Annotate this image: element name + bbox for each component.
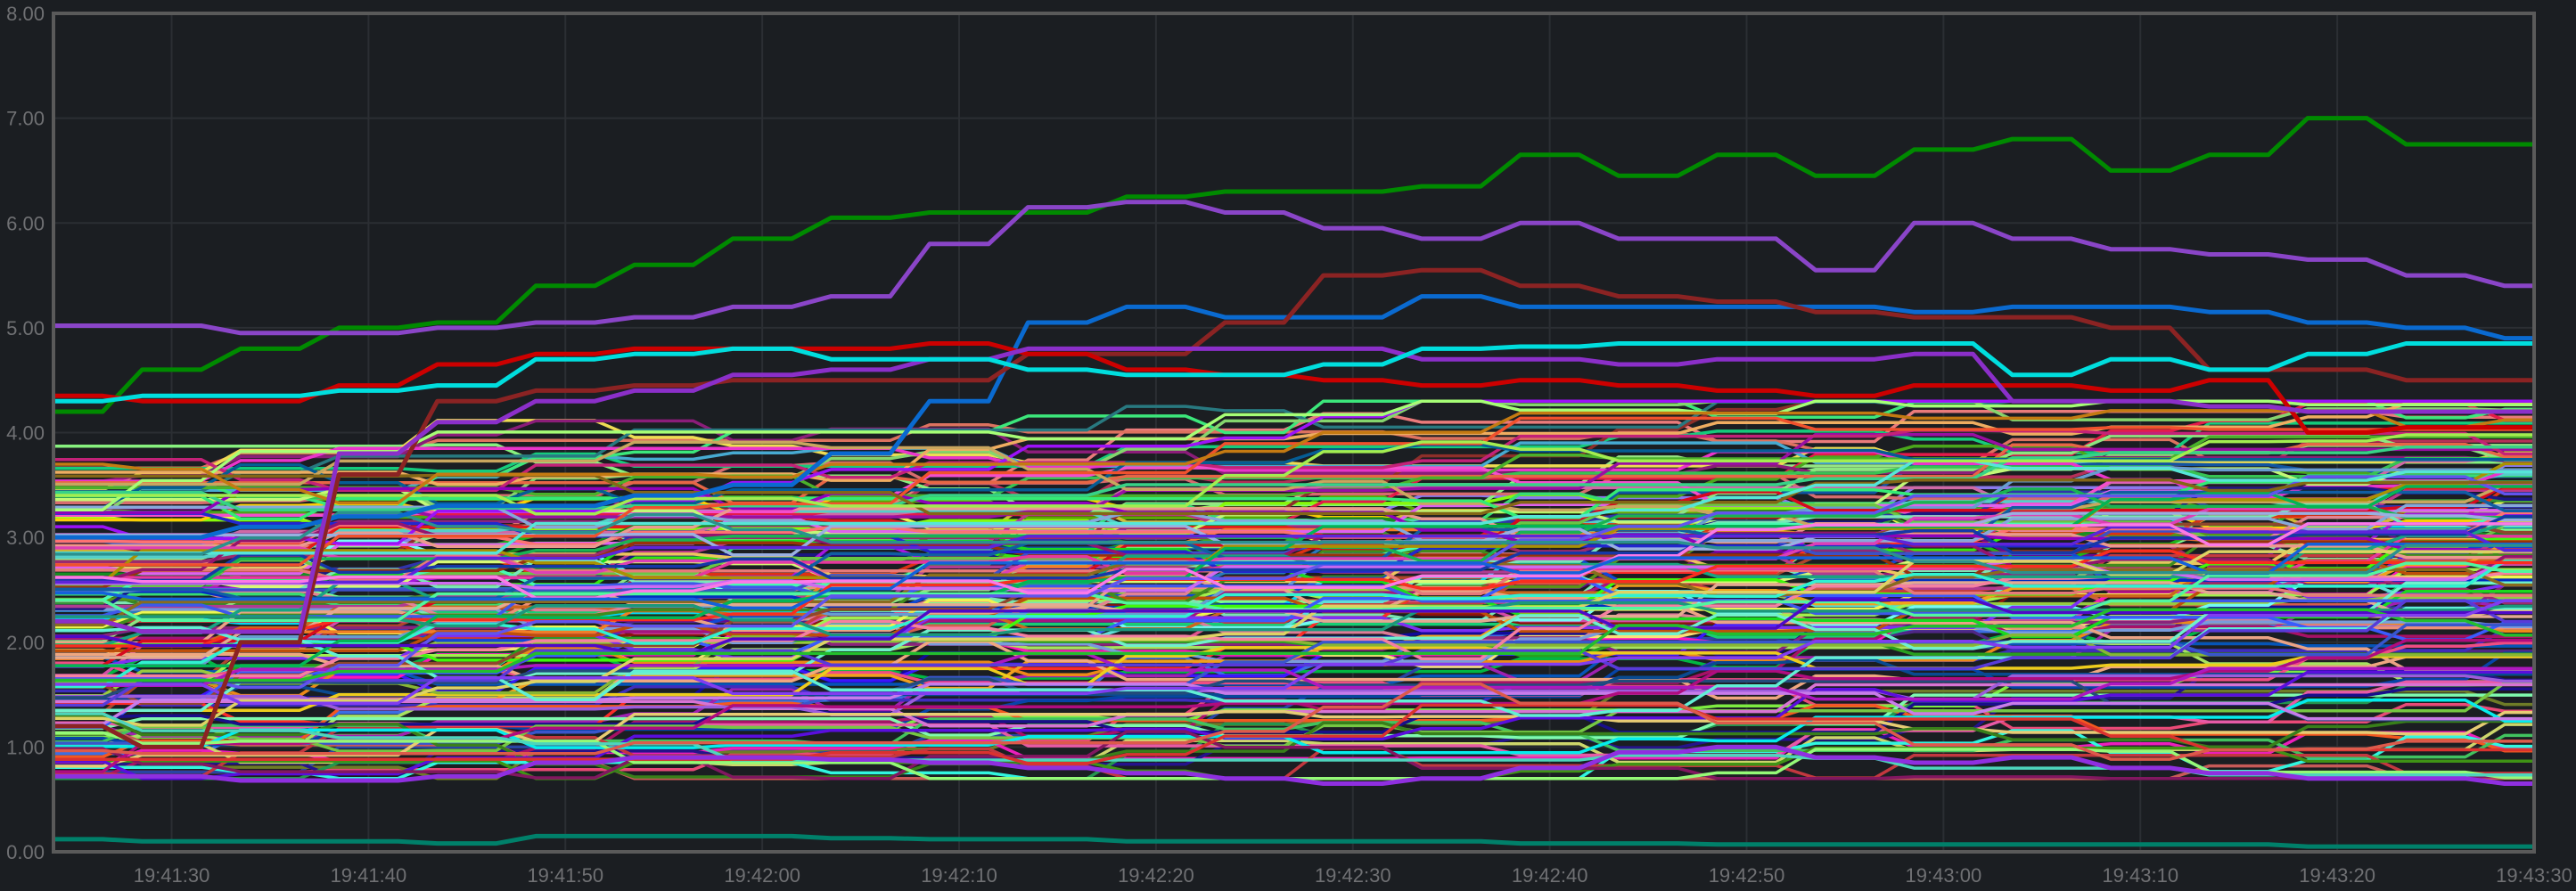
series-line-band (53, 599, 2534, 707)
y-tick-label: 2.00 (6, 632, 45, 654)
series-line-band (53, 683, 2534, 774)
series-line-band (53, 543, 2534, 610)
dense-series-band (53, 399, 2534, 781)
y-tick-label: 1.00 (6, 736, 45, 758)
series-line-band (53, 588, 2534, 698)
x-tick-label: 19:43:30 (2496, 864, 2572, 887)
series-line-band (53, 633, 2534, 695)
series-line-band (53, 522, 2534, 601)
series-line-band (53, 608, 2534, 683)
series-line-blue (53, 294, 2534, 540)
series-line-band (53, 698, 2534, 755)
x-tick-label: 19:42:20 (1118, 864, 1194, 887)
series-line-band (53, 581, 2534, 659)
x-tick-label: 19:41:40 (331, 864, 407, 887)
series-line-band (53, 730, 2534, 781)
x-tick-label: 19:43:20 (2299, 864, 2375, 887)
series-line-band (53, 416, 2534, 567)
series-line-band (53, 536, 2534, 662)
series-line-band (53, 599, 2534, 705)
series-line-purple (53, 200, 2534, 336)
series-line-band (53, 423, 2534, 470)
series-line-band (53, 507, 2534, 560)
series-line-band (53, 429, 2534, 492)
series-line-violet (53, 346, 2534, 634)
series-line-band (53, 525, 2534, 584)
series-line-band (53, 459, 2534, 555)
x-tick-label: 19:42:00 (724, 864, 800, 887)
y-tick-label: 4.00 (6, 422, 45, 445)
series-line-band (53, 674, 2534, 716)
series-line-band (53, 550, 2534, 727)
series-line-dark-red (53, 267, 2534, 749)
y-axis-ticks: 0.00 1.00 2.00 3.00 4.00 5.00 6.00 7.00 8.00 (6, 3, 45, 863)
series-line-band (53, 652, 2534, 701)
x-tick-label: 19:42:30 (1315, 864, 1391, 887)
series-line-cyan (53, 341, 2534, 404)
series-line-band (53, 683, 2534, 761)
series-line-band (53, 549, 2534, 648)
series-line-band (53, 433, 2534, 516)
series-line-band (53, 475, 2534, 690)
series-line-band (53, 432, 2534, 519)
y-tick-label: 8.00 (6, 3, 45, 25)
series-line-band (53, 598, 2534, 656)
x-tick-label: 19:41:30 (134, 864, 210, 887)
series-line-band (53, 731, 2534, 781)
series-line-band (53, 511, 2534, 575)
x-tick-label: 19:42:10 (921, 864, 997, 887)
series-line-band (53, 646, 2534, 712)
series-line-band (53, 409, 2534, 505)
x-axis-ticks: 19:41:30 19:41:40 19:41:50 19:42:00 19:42:10… (134, 864, 2572, 887)
series-line-low-purple (53, 744, 2534, 786)
y-tick-label: 5.00 (6, 317, 45, 339)
series-line-band (53, 683, 2534, 726)
y-tick-label: 3.00 (6, 527, 45, 549)
x-tick-label: 19:43:00 (1906, 864, 1982, 887)
plot-frame (52, 12, 2536, 854)
y-tick-label: 7.00 (6, 108, 45, 130)
series-lines (53, 116, 2534, 849)
series-line-band (53, 703, 2534, 765)
x-tick-label: 19:41:50 (527, 864, 603, 887)
series-line-teal-bottom (53, 833, 2534, 849)
x-tick-label: 19:42:50 (1709, 864, 1785, 887)
y-tick-label: 0.00 (6, 841, 45, 863)
series-line-green (53, 116, 2534, 414)
series-line-red (53, 341, 2534, 435)
y-tick-label: 6.00 (6, 212, 45, 234)
x-tick-label: 19:43:10 (2102, 864, 2178, 887)
x-tick-label: 19:42:40 (1512, 864, 1588, 887)
